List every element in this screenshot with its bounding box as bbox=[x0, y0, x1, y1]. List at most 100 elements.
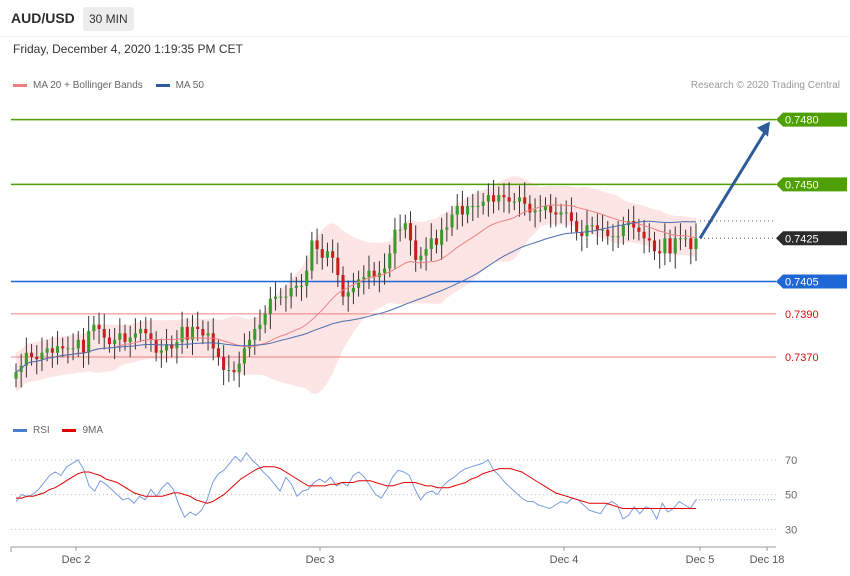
candle-body bbox=[429, 238, 433, 250]
candle-body bbox=[30, 352, 34, 358]
candle-body bbox=[237, 363, 241, 373]
candle-body bbox=[632, 221, 636, 228]
legend-label-rsi: RSI bbox=[33, 425, 50, 436]
legend-item-rsi: RSI bbox=[13, 425, 50, 436]
candle-body bbox=[144, 328, 148, 334]
candle-body bbox=[543, 205, 548, 211]
candle-body bbox=[601, 229, 605, 231]
legend-item-9ma: 9MA bbox=[62, 425, 103, 436]
candle-body bbox=[45, 348, 49, 353]
level-label-0.7405: 0.7405 bbox=[785, 276, 819, 288]
candle-body bbox=[460, 205, 464, 215]
candle-body bbox=[305, 270, 309, 286]
timeframe-badge[interactable]: 30 MIN bbox=[83, 7, 134, 31]
candle-body bbox=[424, 249, 428, 256]
candle-body bbox=[190, 326, 195, 340]
candle-body bbox=[689, 238, 693, 250]
candle-body bbox=[76, 339, 80, 349]
legend-swatch-ma50 bbox=[155, 83, 170, 87]
candle-body bbox=[149, 333, 153, 340]
candle-body bbox=[331, 251, 335, 258]
candle-body bbox=[450, 214, 454, 228]
candle-body bbox=[139, 328, 143, 334]
rsi-tick-30: 30 bbox=[785, 524, 797, 536]
candle-body bbox=[341, 275, 345, 297]
rsi-tick-70: 70 bbox=[785, 455, 797, 467]
candle-body bbox=[81, 339, 86, 353]
candle-body bbox=[637, 227, 641, 232]
candle-body bbox=[440, 229, 444, 245]
candle-body bbox=[445, 227, 449, 230]
candle-body bbox=[554, 212, 558, 215]
candle-body bbox=[466, 205, 470, 215]
legend-item-ma50: MA 50 bbox=[155, 80, 204, 91]
candle-body bbox=[564, 212, 568, 214]
candle-body bbox=[123, 333, 127, 342]
candle-body bbox=[299, 285, 304, 287]
candle-body bbox=[71, 348, 75, 350]
candle-body bbox=[216, 348, 220, 358]
legend-label-ma50: MA 50 bbox=[175, 80, 204, 91]
candle-body bbox=[668, 238, 672, 254]
candle-body bbox=[408, 223, 413, 241]
candle-body bbox=[201, 328, 205, 336]
legend-swatch-ma20 bbox=[13, 83, 27, 87]
candle-body bbox=[673, 238, 677, 254]
legend-item-ma20: MA 20 + Bollinger Bands bbox=[13, 80, 143, 91]
level-tag-0.7425 bbox=[776, 231, 847, 246]
candle-body bbox=[492, 195, 496, 202]
symbol-label: AUD/USD bbox=[11, 10, 75, 26]
x-tick-label: Dec 5 bbox=[686, 554, 715, 566]
candle-body bbox=[336, 257, 340, 276]
candle-body bbox=[647, 238, 651, 241]
candle-body bbox=[206, 333, 210, 336]
legend-swatch-rsi bbox=[13, 428, 27, 432]
candle-body bbox=[310, 240, 314, 271]
candle-body bbox=[611, 236, 615, 238]
rsi-legend: RSI 9MA bbox=[13, 425, 113, 436]
candle-body bbox=[232, 369, 236, 373]
candle-body bbox=[66, 348, 70, 350]
candle-body bbox=[398, 229, 402, 231]
rsi-line bbox=[15, 452, 697, 521]
candle-body bbox=[40, 352, 44, 360]
legend-swatch-9ma bbox=[62, 428, 77, 432]
level-label-0.7370: 0.7370 bbox=[785, 352, 819, 364]
candle-body bbox=[97, 324, 101, 329]
candle-body bbox=[227, 369, 231, 371]
candle-body bbox=[616, 236, 620, 238]
candle-body bbox=[92, 324, 96, 332]
candle-body bbox=[50, 348, 54, 353]
candle-body bbox=[569, 212, 573, 222]
candle-body bbox=[383, 268, 387, 273]
datetime-label: Friday, December 4, 2020 1:19:35 PM CET bbox=[13, 42, 243, 56]
candle-body bbox=[497, 195, 501, 202]
candle-body bbox=[663, 238, 667, 254]
candle-body bbox=[55, 346, 60, 353]
candle-body bbox=[24, 352, 28, 366]
candle-body bbox=[128, 337, 132, 342]
candle-body bbox=[315, 240, 319, 250]
candle-body bbox=[403, 223, 407, 230]
main-legend: MA 20 + Bollinger Bands MA 50 bbox=[13, 80, 214, 91]
candle-body bbox=[294, 285, 298, 288]
candle-body bbox=[507, 197, 511, 202]
candle-body bbox=[626, 221, 631, 226]
level-tag-0.7480 bbox=[776, 112, 847, 127]
candle-body bbox=[263, 313, 267, 325]
candle-body bbox=[14, 372, 18, 379]
rsi-9ma-line bbox=[16, 466, 696, 509]
candle-body bbox=[606, 229, 610, 237]
candle-body bbox=[684, 238, 688, 240]
ma20-line bbox=[15, 204, 697, 373]
candle-body bbox=[512, 201, 516, 203]
candle-body bbox=[559, 212, 563, 215]
candle-body bbox=[517, 197, 522, 202]
candle-body bbox=[414, 240, 418, 260]
candle-body bbox=[35, 357, 39, 360]
candle-body bbox=[87, 331, 91, 353]
candle-body bbox=[590, 225, 594, 227]
level-label-0.7450: 0.7450 bbox=[785, 179, 819, 191]
forecast-arrow-head bbox=[757, 121, 770, 137]
